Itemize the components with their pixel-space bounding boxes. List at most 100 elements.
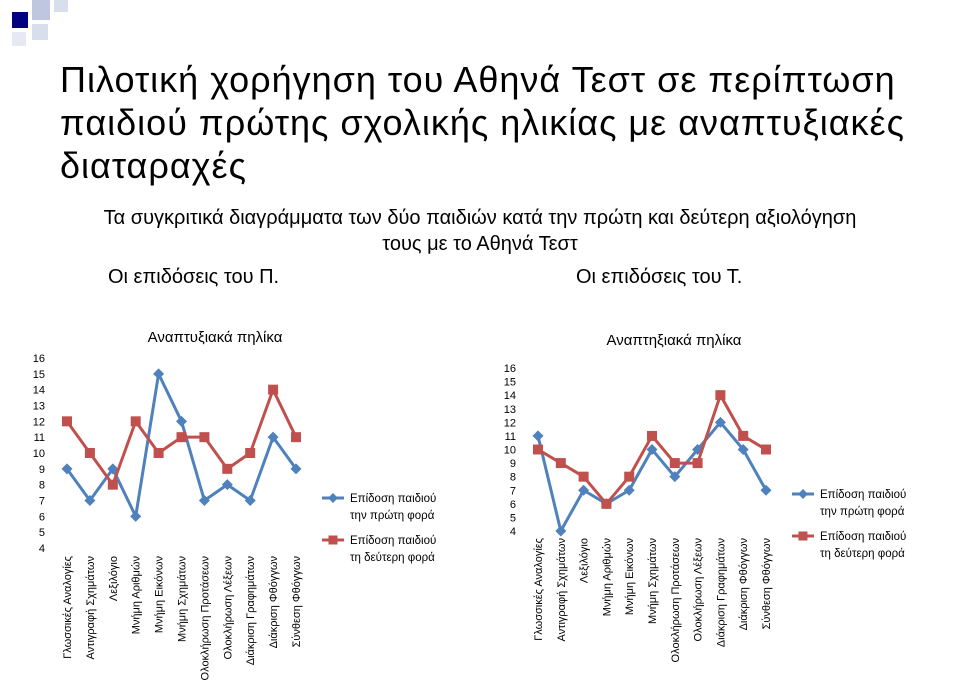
performance-label-p: Οι επιδόσεις του Π. — [108, 266, 280, 288]
legend-label: Επίδοση παιδιού τη δεύτερη φορά — [820, 531, 906, 560]
data-point — [268, 384, 279, 395]
x-tick-label: Μνήμη Εικόνων — [154, 556, 166, 634]
data-point — [533, 444, 543, 455]
slide-title: Πιλοτική χορήγηση του Αθηνά Τεστ σε περί… — [60, 59, 905, 186]
y-tick-label: 16 — [504, 363, 516, 375]
x-tick-label: Διάκριση Φθόγγων — [738, 538, 750, 631]
y-tick-label: 12 — [33, 416, 45, 428]
corner-square-light — [32, 24, 48, 40]
subtitle-line: τους με το Αθηνά Τεστ — [382, 233, 578, 255]
y-tick-label: 11 — [505, 431, 516, 443]
data-point — [669, 458, 680, 469]
performance-label-t: Οι επιδόσεις του Τ. — [576, 266, 743, 288]
slide-subtitle: Τα συγκριτικά διαγράμματα των δύο παιδιώ… — [40, 205, 920, 257]
chart-title: Αναπτυξιακά πηλίκα — [148, 329, 283, 346]
data-point — [760, 484, 772, 496]
y-tick-label: 10 — [33, 448, 45, 460]
y-tick-label: 10 — [504, 445, 516, 457]
data-point — [107, 479, 118, 490]
legend-marker — [798, 531, 808, 541]
legend-label: Επίδοση παιδιού τη δεύτερη φορά — [350, 535, 436, 564]
y-tick-label: 9 — [39, 464, 45, 476]
data-point — [555, 458, 566, 469]
legend-marker — [798, 489, 808, 499]
x-tick-label: Γλωσσικές Αναλογίες — [533, 538, 545, 641]
y-tick-label: 14 — [504, 390, 516, 402]
line-chart-p: Αναπτυξιακά πηλίκα 4 5 6 7 8 9 10 11 12 13 14 15 16 Γλ… — [33, 329, 437, 681]
series-line — [65, 372, 298, 518]
data-point — [532, 430, 544, 442]
data-point — [130, 510, 142, 522]
data-point — [578, 471, 589, 482]
data-point — [623, 484, 635, 496]
data-point — [244, 495, 256, 506]
y-tick-label: 5 — [510, 512, 516, 524]
data-point — [714, 416, 726, 428]
legend-marker — [328, 535, 338, 545]
y-tick-label: 13 — [504, 404, 516, 416]
data-point — [646, 444, 658, 455]
x-tick-label: Ολοκλήρωση Προτάσεων — [199, 556, 211, 681]
y-tick-label: 13 — [33, 401, 45, 413]
corner-square-light — [54, 0, 68, 12]
data-point — [199, 432, 210, 443]
y-tick-label: 8 — [39, 480, 45, 492]
x-tick-label: Αντιγραφή Σχημάτων — [556, 538, 568, 642]
data-point — [647, 430, 657, 441]
data-point — [692, 458, 703, 469]
data-point — [669, 471, 681, 483]
y-tick-label: 12 — [504, 417, 516, 429]
subtitle-line: Τα συγκριτικά διαγράμματα των δύο παιδιώ… — [103, 207, 857, 229]
x-tick-label: Διάκριση Φθόγγων — [268, 556, 280, 649]
x-tick-label: Μνήμη Σχημάτων — [177, 556, 189, 642]
x-tick-label: Ολοκλήρωση Λέξεων — [222, 556, 234, 660]
x-tick-label: Μνήμη Σχημάτων — [647, 538, 659, 624]
x-tick-label: Γλωσσικές Αναλογίες — [62, 556, 74, 659]
y-tick-label: 7 — [510, 485, 516, 497]
y-tick-label: 8 — [510, 472, 516, 484]
data-point — [176, 432, 187, 443]
legend-label: Επίδοση παιδιού την πρώτη φορά — [350, 493, 436, 522]
corner-decoration — [0, 0, 80, 60]
legend-marker — [328, 493, 338, 503]
data-point — [290, 463, 302, 475]
data-point — [715, 390, 726, 401]
y-tick-label: 9 — [510, 458, 516, 470]
x-tick-label: Μνήμη Εικόνων — [624, 538, 636, 616]
y-tick-label: 5 — [39, 527, 45, 539]
y-tick-label: 15 — [33, 369, 45, 381]
data-point — [198, 495, 210, 506]
y-tick-label: 16 — [33, 353, 45, 365]
data-point — [738, 430, 749, 441]
x-tick-label: Μνήμη Αριθμών — [601, 538, 613, 617]
x-tick-label: Σύνθεση Φθόγγων — [761, 538, 773, 630]
x-tick-label: Λεξιλόγιο — [108, 556, 120, 601]
data-point — [153, 368, 165, 380]
data-point — [737, 444, 749, 455]
x-tick-label: Διάκριση Γραφημάτων — [245, 556, 257, 666]
data-point — [624, 471, 635, 482]
x-tick-label: Λεξιλόγιο — [579, 538, 591, 583]
data-point — [176, 415, 187, 427]
x-tick-label: Διάκριση Γραφημάτων — [715, 538, 727, 648]
y-tick-label: 4 — [510, 526, 516, 538]
y-tick-label: 7 — [39, 496, 45, 508]
x-tick-label: Μνήμη Αριθμών — [131, 556, 143, 635]
data-point — [245, 448, 256, 458]
data-point — [555, 525, 567, 537]
y-tick-label: 14 — [33, 385, 45, 397]
data-point — [221, 479, 233, 491]
data-point — [761, 444, 771, 455]
chart-title: Αναπτηξιακά πηλίκα — [607, 332, 742, 349]
corner-square-light — [12, 32, 26, 46]
data-point — [84, 448, 95, 458]
data-point — [222, 463, 233, 474]
y-tick-label: 11 — [34, 432, 45, 444]
data-point — [61, 463, 73, 475]
data-point — [62, 416, 72, 427]
y-tick-label: 6 — [39, 511, 45, 523]
y-tick-label: 6 — [510, 499, 516, 511]
x-tick-label: Ολοκλήρωση Προτάσεων — [670, 538, 682, 663]
corner-square-light — [32, 0, 50, 20]
